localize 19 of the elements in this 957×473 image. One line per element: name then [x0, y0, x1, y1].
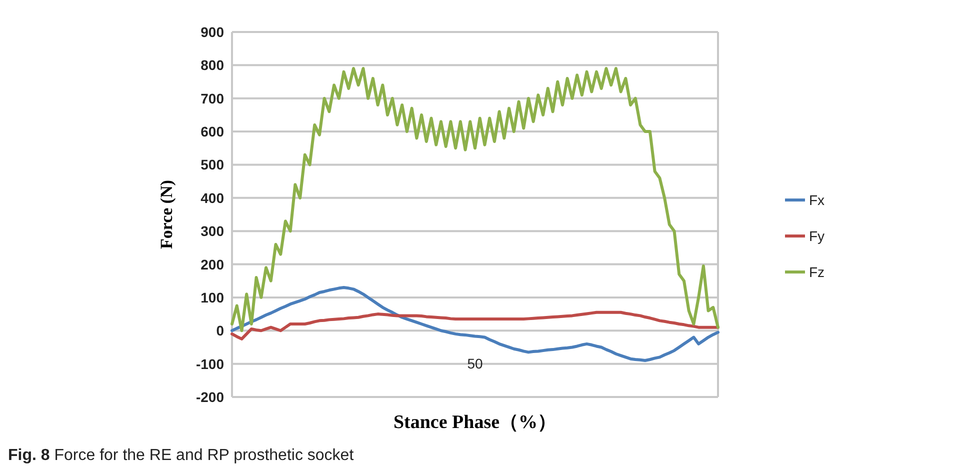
- x-axis-title: Stance Phase（%）: [393, 412, 557, 433]
- ytick-label: 400: [200, 190, 224, 206]
- ytick-label: 900: [200, 24, 224, 40]
- ytick-label: 700: [200, 90, 224, 106]
- caption: Fig. 8 Force for the RE and RP prosthetic socket: [8, 447, 354, 464]
- ytick-label: 0: [216, 322, 224, 339]
- ytick-label: 200: [200, 256, 224, 272]
- xtick-label: 50: [467, 356, 483, 372]
- ytick-label: -100: [196, 356, 224, 372]
- legend-label: Fz: [809, 264, 825, 280]
- y-axis-title: Force (N): [157, 180, 176, 250]
- ytick-label: 100: [200, 289, 224, 306]
- ytick-label: 600: [200, 124, 224, 140]
- ytick-label: 800: [200, 57, 224, 74]
- ytick-label: -200: [196, 389, 224, 405]
- ytick-label: 500: [200, 156, 224, 173]
- ytick-label: 300: [200, 223, 224, 240]
- legend-label: Fy: [809, 228, 825, 244]
- legend-label: Fx: [809, 192, 825, 208]
